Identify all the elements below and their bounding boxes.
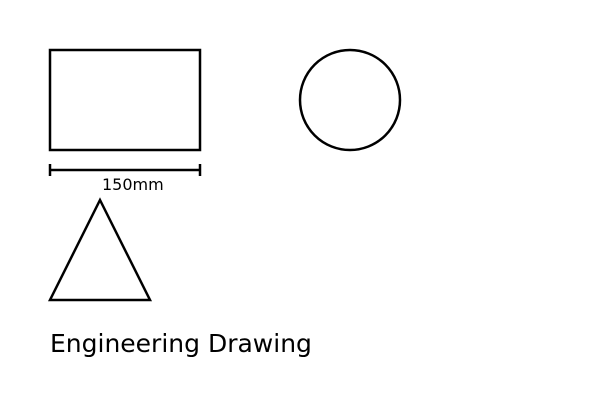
triangle-shape [47,197,153,302]
dimension-label: 150mm [102,175,164,194]
circle-shape [298,48,402,152]
dimension-line: 150mm [48,164,202,194]
drawing-title: Engineering Drawing [50,329,312,358]
rectangle-shape [48,48,202,152]
